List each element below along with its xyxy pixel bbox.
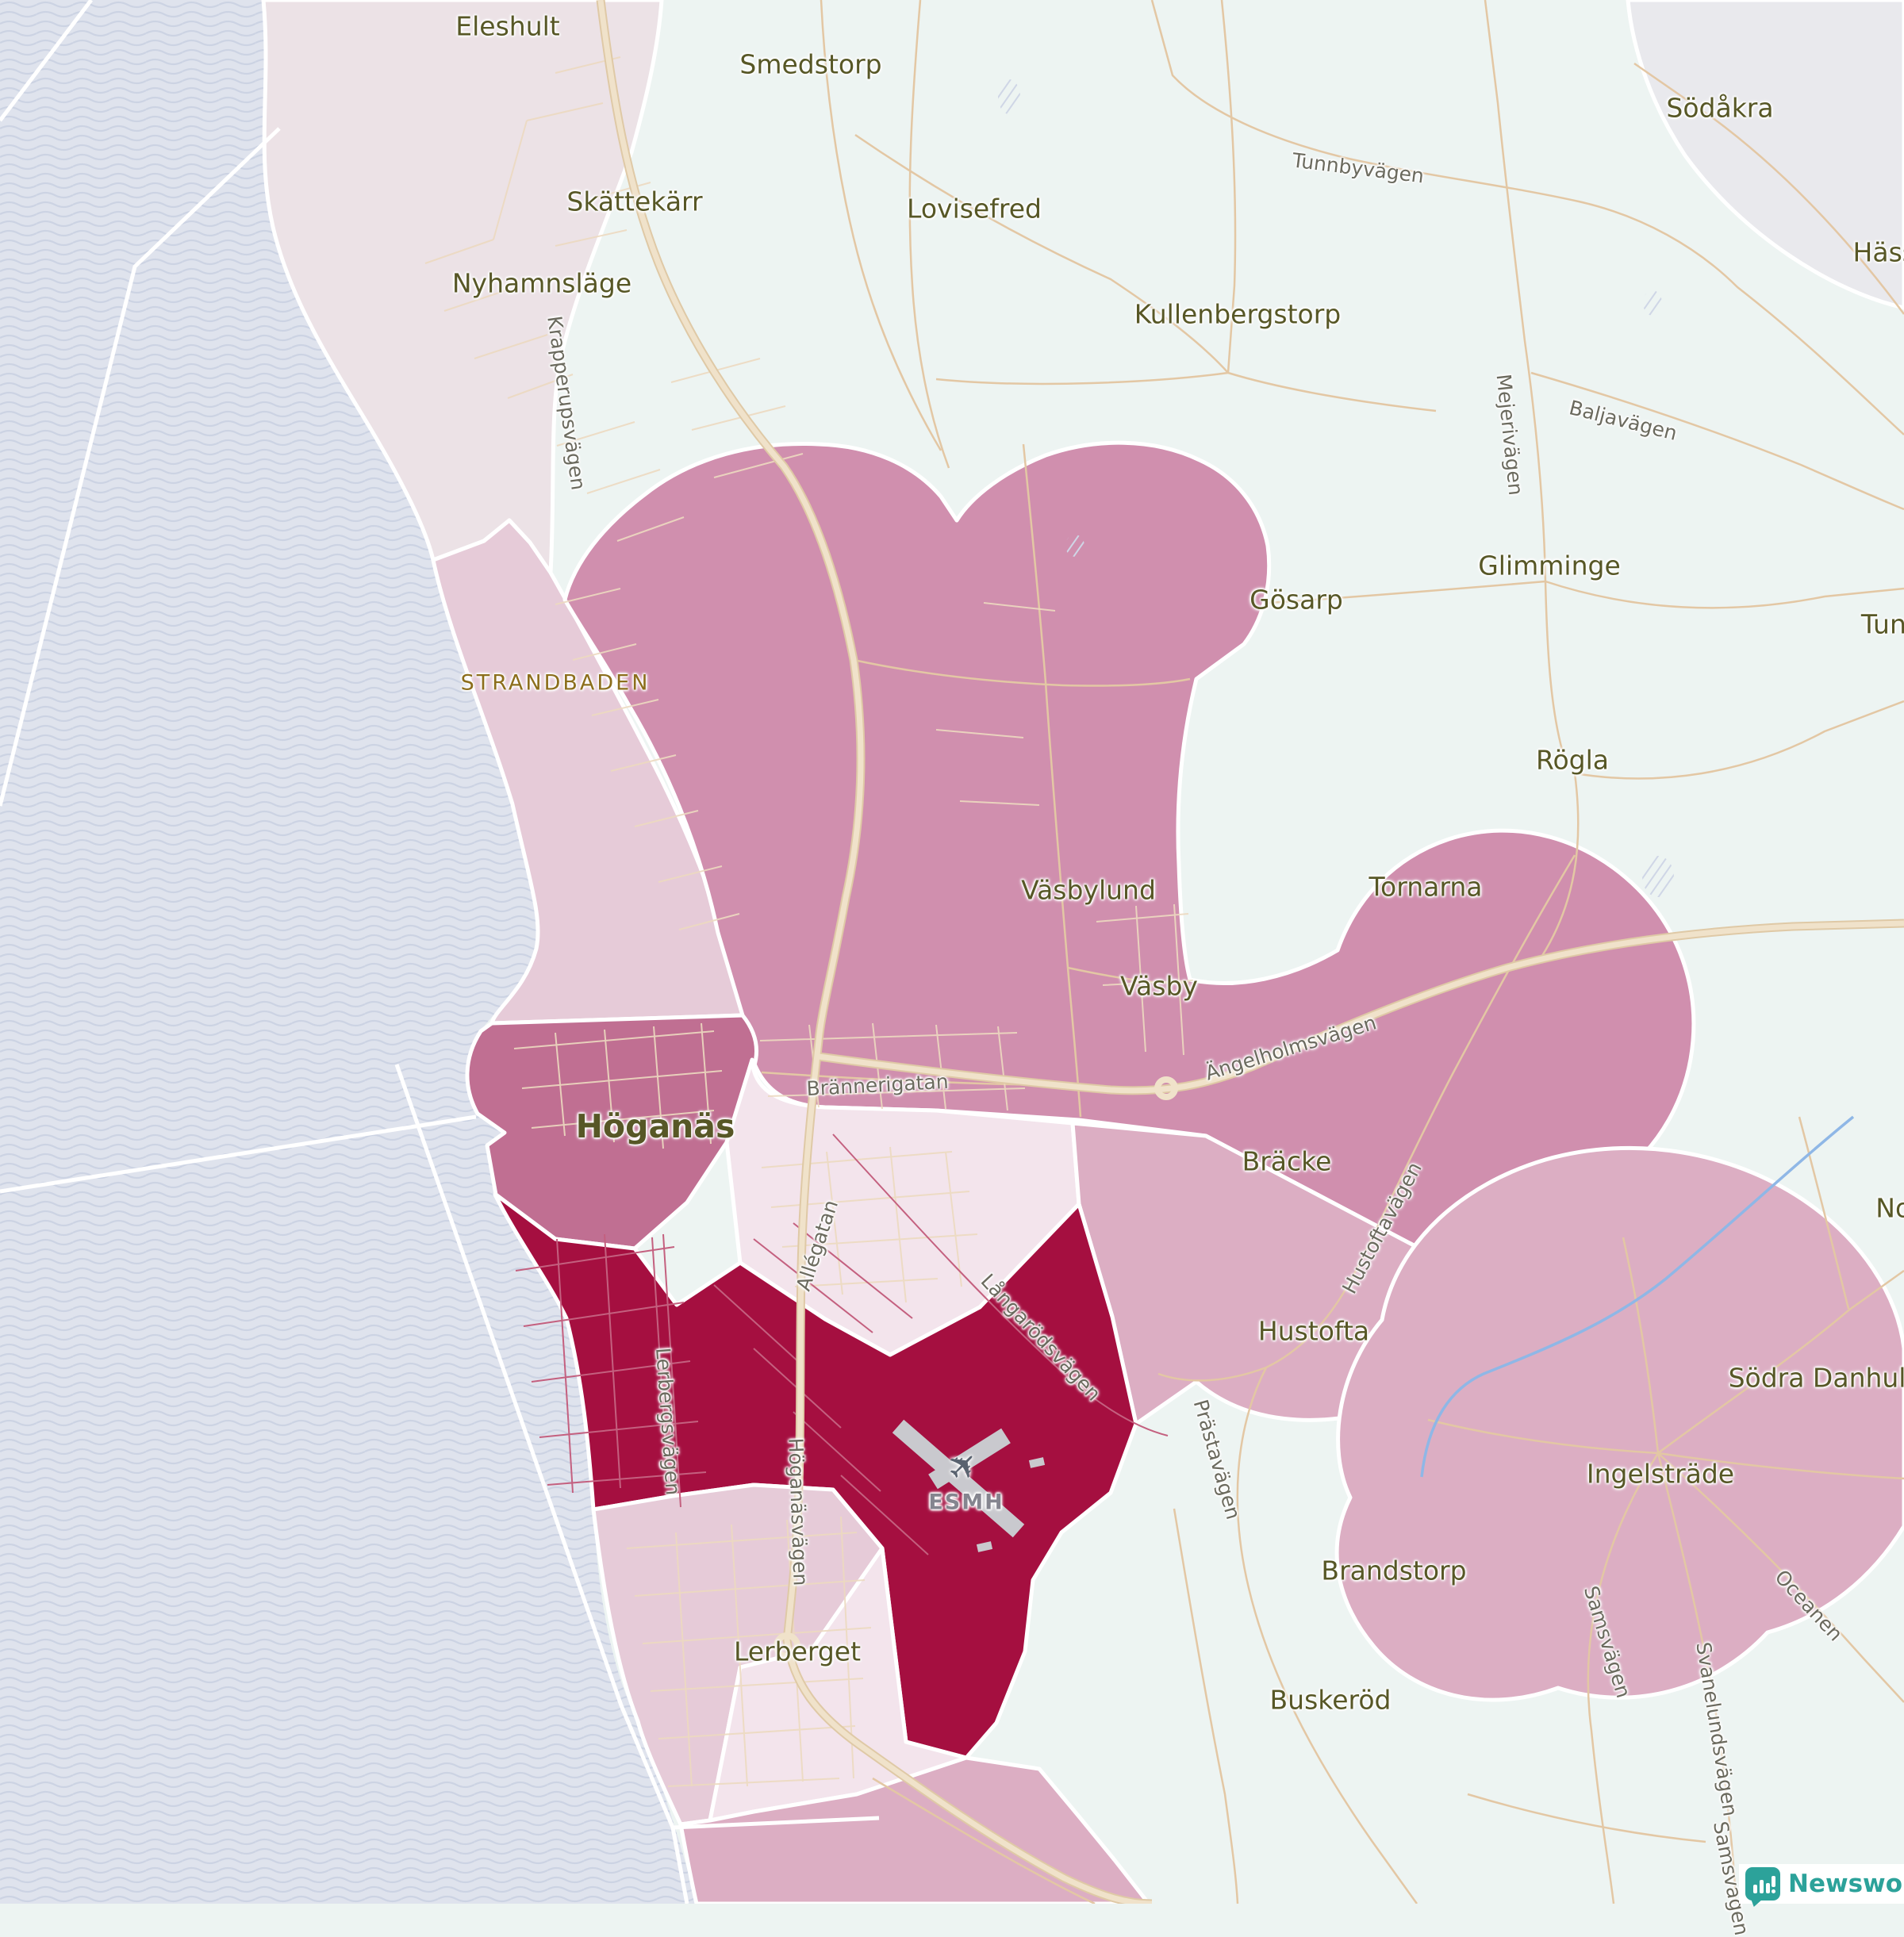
wetland-patches (998, 79, 1674, 897)
streets-on-crimson (515, 1133, 1169, 1555)
region-south-of-lerberget[interactable] (678, 1755, 1151, 1904)
region-ingelstrade[interactable] (1334, 1145, 1904, 1702)
stream (1420, 1115, 1855, 1478)
major-roads (596, 0, 1904, 1904)
region-hoganas-south-airport[interactable] (493, 1192, 1138, 1760)
newsworthy-logo-icon (1745, 1867, 1780, 1901)
airport-runways (892, 1419, 1046, 1552)
municipal-boundary-lines (0, 0, 880, 1904)
newsworthy-brand-name: Newsworthy (1788, 1870, 1904, 1898)
newsworthy-attribution[interactable]: Newsworthy (1739, 1864, 1904, 1904)
minor-roads (761, 0, 1904, 1904)
region-strandbaden[interactable] (431, 518, 745, 1026)
